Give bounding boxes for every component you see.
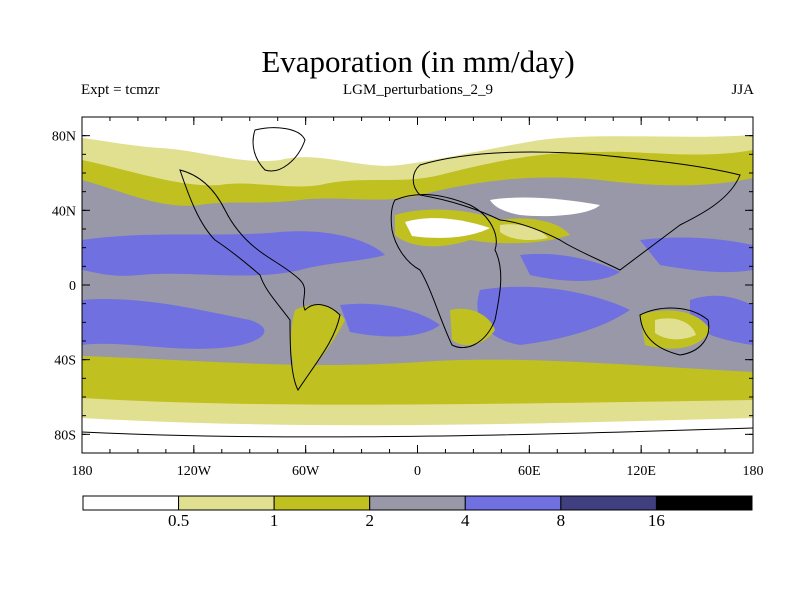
- sahara-lt05: [405, 218, 490, 238]
- lon-tick-label: 180: [743, 464, 764, 479]
- arabian-sea-4-8: [520, 253, 620, 281]
- lat-tick-label: 80N: [52, 130, 76, 145]
- s-indian-4-8: [477, 286, 630, 345]
- run-name-label: LGM_perturbations_2_9: [343, 82, 493, 98]
- antarctica-outline: [81, 427, 754, 438]
- colorbar-swatch: [560, 495, 657, 511]
- arctic-lt05: [82, 117, 753, 166]
- arabia-05-1: [500, 224, 548, 240]
- colorbar-swatch: [655, 495, 753, 511]
- colorbar-swatch: [178, 495, 275, 511]
- season-label: JJA: [731, 82, 754, 98]
- s-africa-1-2: [450, 308, 495, 346]
- lat-tick-label: 80S: [54, 428, 76, 443]
- lat-tick-label: 0: [69, 279, 76, 294]
- contour-field: [82, 117, 753, 453]
- colorbar-level-label: 2: [365, 511, 374, 530]
- colorbar-level-label: 16: [647, 511, 665, 530]
- eurasia-outline: [412, 151, 741, 271]
- map-title: Evaporation (in mm/day): [261, 44, 575, 79]
- colorbar-level-label: 0.5: [167, 511, 190, 530]
- lon-tick-label: 60W: [292, 464, 320, 479]
- lat-tick-label: 40N: [52, 204, 76, 219]
- lon-tick-label: 0: [414, 464, 421, 479]
- colorbar-swatch: [273, 495, 371, 511]
- s-pacific-4-8: [82, 299, 265, 349]
- africa-outline: [390, 194, 502, 349]
- americas-outline: [179, 169, 341, 391]
- s-atlantic-4-8: [340, 303, 440, 337]
- coastlines: [81, 127, 754, 438]
- colorbar-swatch: [464, 495, 562, 511]
- colorbar-swatch: [369, 495, 466, 511]
- axis-ticks: 80N 40N 0 40S 80S 180 120W 60W 0 60E 120E 180: [52, 116, 764, 479]
- lon-tick-label: 60E: [518, 464, 541, 479]
- colorbar-level-label: 8: [556, 511, 566, 530]
- central-asia-lt05: [490, 197, 600, 217]
- lon-tick-label: 180: [72, 464, 93, 479]
- greenland-outline: [252, 127, 306, 172]
- colorbar-swatch: [82, 495, 180, 511]
- australia-05-1: [655, 318, 696, 340]
- lon-tick-label: 120E: [626, 464, 656, 479]
- colorbar: [82, 495, 753, 511]
- antarctic-lt05: [82, 418, 753, 453]
- lon-tick-label: 120W: [177, 464, 212, 479]
- s-america-1-2: [290, 304, 345, 385]
- w-pacific-4-8: [640, 237, 753, 273]
- lat-tick-label: 40S: [54, 354, 76, 369]
- colorbar-level-label: 4: [461, 511, 470, 530]
- experiment-label: Expt = tcmzr: [81, 82, 160, 98]
- australia-outline: [639, 307, 710, 356]
- colorbar-level-label: 1: [269, 511, 279, 530]
